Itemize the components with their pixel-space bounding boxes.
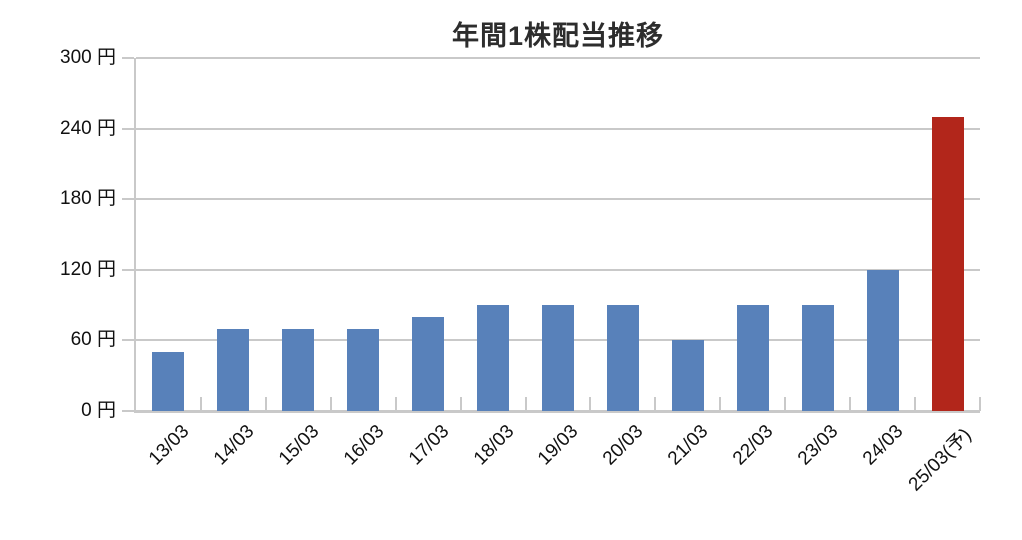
x-tick-label: 18/03: [469, 421, 518, 470]
x-tick-label: 21/03: [664, 421, 713, 470]
y-axis-tick: [122, 268, 134, 271]
x-axis-tick: [264, 397, 267, 411]
x-axis-tick: [914, 397, 917, 411]
x-tick-label: 19/03: [534, 421, 583, 470]
x-tick-label: 13/03: [144, 421, 194, 470]
x-tick-label: 23/03: [794, 421, 843, 470]
x-axis-tick: [719, 397, 722, 411]
x-tick-label: 25/03(予): [905, 424, 976, 496]
y-axis-tick: [122, 57, 134, 59]
x-tick-label: 16/03: [339, 421, 389, 470]
y-tick-label: 300 円: [60, 47, 116, 68]
x-axis-tick: [199, 397, 202, 411]
gridline: [136, 57, 980, 59]
x-axis-tick: [459, 397, 462, 411]
x-tick-label: 14/03: [209, 421, 259, 470]
y-axis-tick: [122, 127, 134, 130]
y-axis-tick: [122, 198, 134, 201]
x-axis-tick: [979, 397, 981, 411]
plot-area: [122, 57, 981, 413]
gridline: [136, 127, 980, 130]
bar: [217, 328, 250, 411]
bar: [152, 352, 185, 411]
x-tick-label: 17/03: [404, 421, 453, 470]
x-axis-tick: [329, 397, 332, 411]
x-tick-label: 22/03: [729, 421, 778, 470]
bar: [801, 305, 834, 411]
x-axis-line: [134, 410, 980, 413]
bar: [412, 316, 445, 411]
x-axis-tick: [524, 397, 527, 411]
bar-forecast: [931, 116, 964, 411]
y-tick-label: 60 円: [70, 329, 116, 351]
x-tick-label: 15/03: [274, 421, 324, 470]
bar: [671, 340, 704, 411]
bar: [347, 328, 380, 411]
gridline: [136, 198, 980, 201]
gridline: [136, 268, 980, 271]
y-axis-tick: [122, 410, 134, 412]
bar: [606, 305, 639, 411]
bar: [736, 305, 769, 411]
y-axis-line: [134, 58, 136, 412]
bar: [542, 305, 574, 411]
y-tick-label: 180 円: [60, 188, 116, 210]
y-axis-tick: [122, 339, 134, 342]
x-axis-tick: [654, 397, 657, 411]
bar: [282, 328, 315, 411]
y-tick-label: 120 円: [60, 258, 116, 280]
bar: [866, 269, 899, 411]
chart-title: 年間1株配当推移: [451, 21, 665, 51]
x-axis-tick: [784, 397, 787, 411]
y-tick-label: 240 円: [60, 117, 116, 139]
x-tick-label: 24/03: [858, 421, 908, 470]
x-axis-tick: [849, 397, 852, 411]
x-tick-label: 20/03: [599, 421, 648, 470]
bar: [477, 305, 510, 411]
x-axis-tick: [589, 397, 592, 411]
y-tick-label: 0 円: [81, 400, 116, 421]
x-axis-tick: [394, 397, 397, 411]
